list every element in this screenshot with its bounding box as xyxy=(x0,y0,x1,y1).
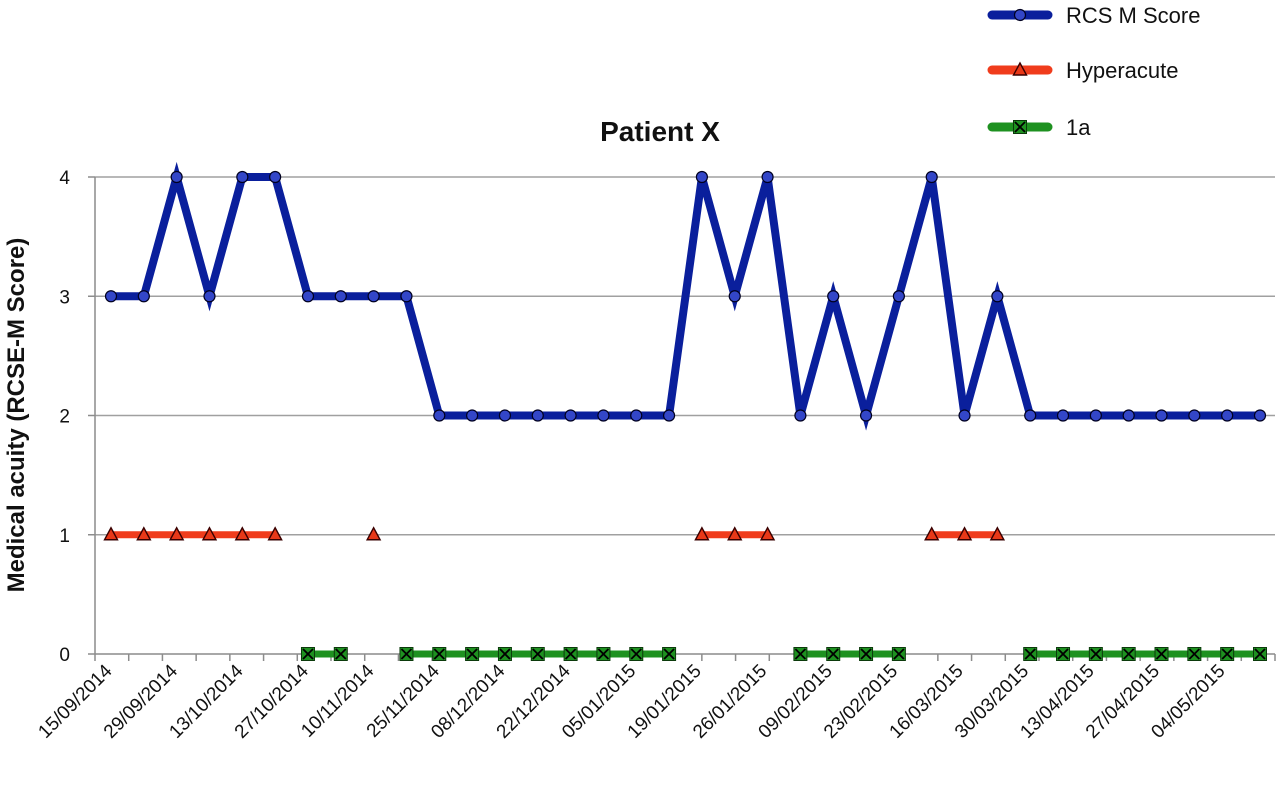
legend-marker xyxy=(1012,61,1028,76)
data-point xyxy=(564,409,577,422)
legend-item-rcs-m-score: RCS M Score xyxy=(987,3,1200,28)
data-point xyxy=(1221,409,1234,422)
data-point xyxy=(1253,409,1267,422)
legend-marker xyxy=(1013,8,1027,22)
data-point xyxy=(1253,647,1267,661)
y-tick-label: 3 xyxy=(59,287,70,308)
data-point xyxy=(1088,647,1103,661)
data-point xyxy=(399,647,414,661)
x-tick-labels: 15/09/201429/09/201413/10/201427/10/2014… xyxy=(34,660,1229,742)
data-point xyxy=(759,526,776,541)
data-point xyxy=(104,290,118,303)
data-point xyxy=(136,526,152,541)
data-point xyxy=(761,170,774,184)
data-point xyxy=(859,409,873,422)
data-point xyxy=(596,647,611,661)
chart-title: Patient X xyxy=(600,116,720,147)
data-point xyxy=(892,290,905,303)
data-point xyxy=(301,290,315,303)
data-point xyxy=(269,170,282,184)
data-point xyxy=(859,647,874,661)
data-point xyxy=(234,526,250,541)
data-point xyxy=(793,647,808,661)
data-point xyxy=(168,526,185,541)
data-point xyxy=(1188,409,1201,422)
data-point xyxy=(989,526,1006,541)
legend: RCS M Score Hyperacute 1a xyxy=(987,3,1200,140)
data-point xyxy=(924,526,940,541)
series xyxy=(103,161,1267,661)
data-point xyxy=(137,290,150,303)
data-point xyxy=(1187,647,1202,661)
data-point xyxy=(630,409,643,422)
y-tick-label: 1 xyxy=(59,526,70,547)
data-point xyxy=(367,290,380,303)
data-point xyxy=(433,409,446,422)
series-rcs-m-score xyxy=(104,161,1267,431)
data-point xyxy=(103,526,119,541)
legend-label: RCS M Score xyxy=(1066,3,1200,28)
legend-item-hyperacute: Hyperacute xyxy=(987,58,1179,83)
data-point xyxy=(1154,647,1169,661)
data-point xyxy=(1024,409,1037,422)
data-point xyxy=(1122,409,1135,422)
data-point xyxy=(497,647,512,661)
data-point xyxy=(891,647,906,661)
y-tick-label: 4 xyxy=(59,168,70,189)
y-axis-label: Medical acuity (RCSE-M Score) xyxy=(3,238,30,593)
data-point xyxy=(466,409,479,422)
data-point xyxy=(563,647,578,661)
data-point xyxy=(826,647,841,661)
data-point xyxy=(662,409,676,422)
data-point xyxy=(333,647,348,661)
data-point xyxy=(794,409,807,422)
data-point xyxy=(1121,647,1136,661)
data-point xyxy=(170,170,183,184)
data-point xyxy=(727,526,743,541)
y-tick-labels: 0 1 2 3 4 xyxy=(59,168,70,666)
data-point xyxy=(530,647,545,661)
data-point xyxy=(629,647,644,661)
data-point xyxy=(991,290,1004,303)
data-point xyxy=(827,290,840,303)
data-point xyxy=(432,647,447,661)
data-point xyxy=(1056,409,1070,422)
data-point xyxy=(597,409,610,422)
y-tick-label: 2 xyxy=(59,407,70,428)
data-point xyxy=(400,290,413,303)
legend-label: 1a xyxy=(1066,115,1091,140)
data-point xyxy=(1155,409,1168,422)
data-point xyxy=(203,290,216,303)
legend-label: Hyperacute xyxy=(1066,58,1179,83)
data-point xyxy=(465,647,480,661)
data-point xyxy=(300,647,315,661)
data-point xyxy=(1220,647,1235,661)
data-point xyxy=(267,526,283,541)
series-hyperacute xyxy=(103,526,1006,541)
data-point xyxy=(1089,409,1102,422)
data-point xyxy=(694,526,710,541)
data-point xyxy=(1023,647,1038,661)
data-point xyxy=(334,290,347,303)
legend-item-1a: 1a xyxy=(987,115,1091,140)
legend-marker xyxy=(1013,120,1027,134)
y-tick-label: 0 xyxy=(59,645,70,666)
data-point xyxy=(695,170,709,184)
data-point xyxy=(662,647,677,661)
data-point xyxy=(728,290,741,303)
data-point xyxy=(956,526,973,541)
series-1a xyxy=(300,647,1267,661)
data-point xyxy=(531,409,544,422)
data-point xyxy=(925,170,938,184)
data-point xyxy=(1056,647,1071,661)
data-point xyxy=(958,409,971,422)
data-point xyxy=(201,526,218,541)
data-point xyxy=(365,526,382,541)
data-point xyxy=(498,409,512,422)
data-point xyxy=(236,170,249,184)
